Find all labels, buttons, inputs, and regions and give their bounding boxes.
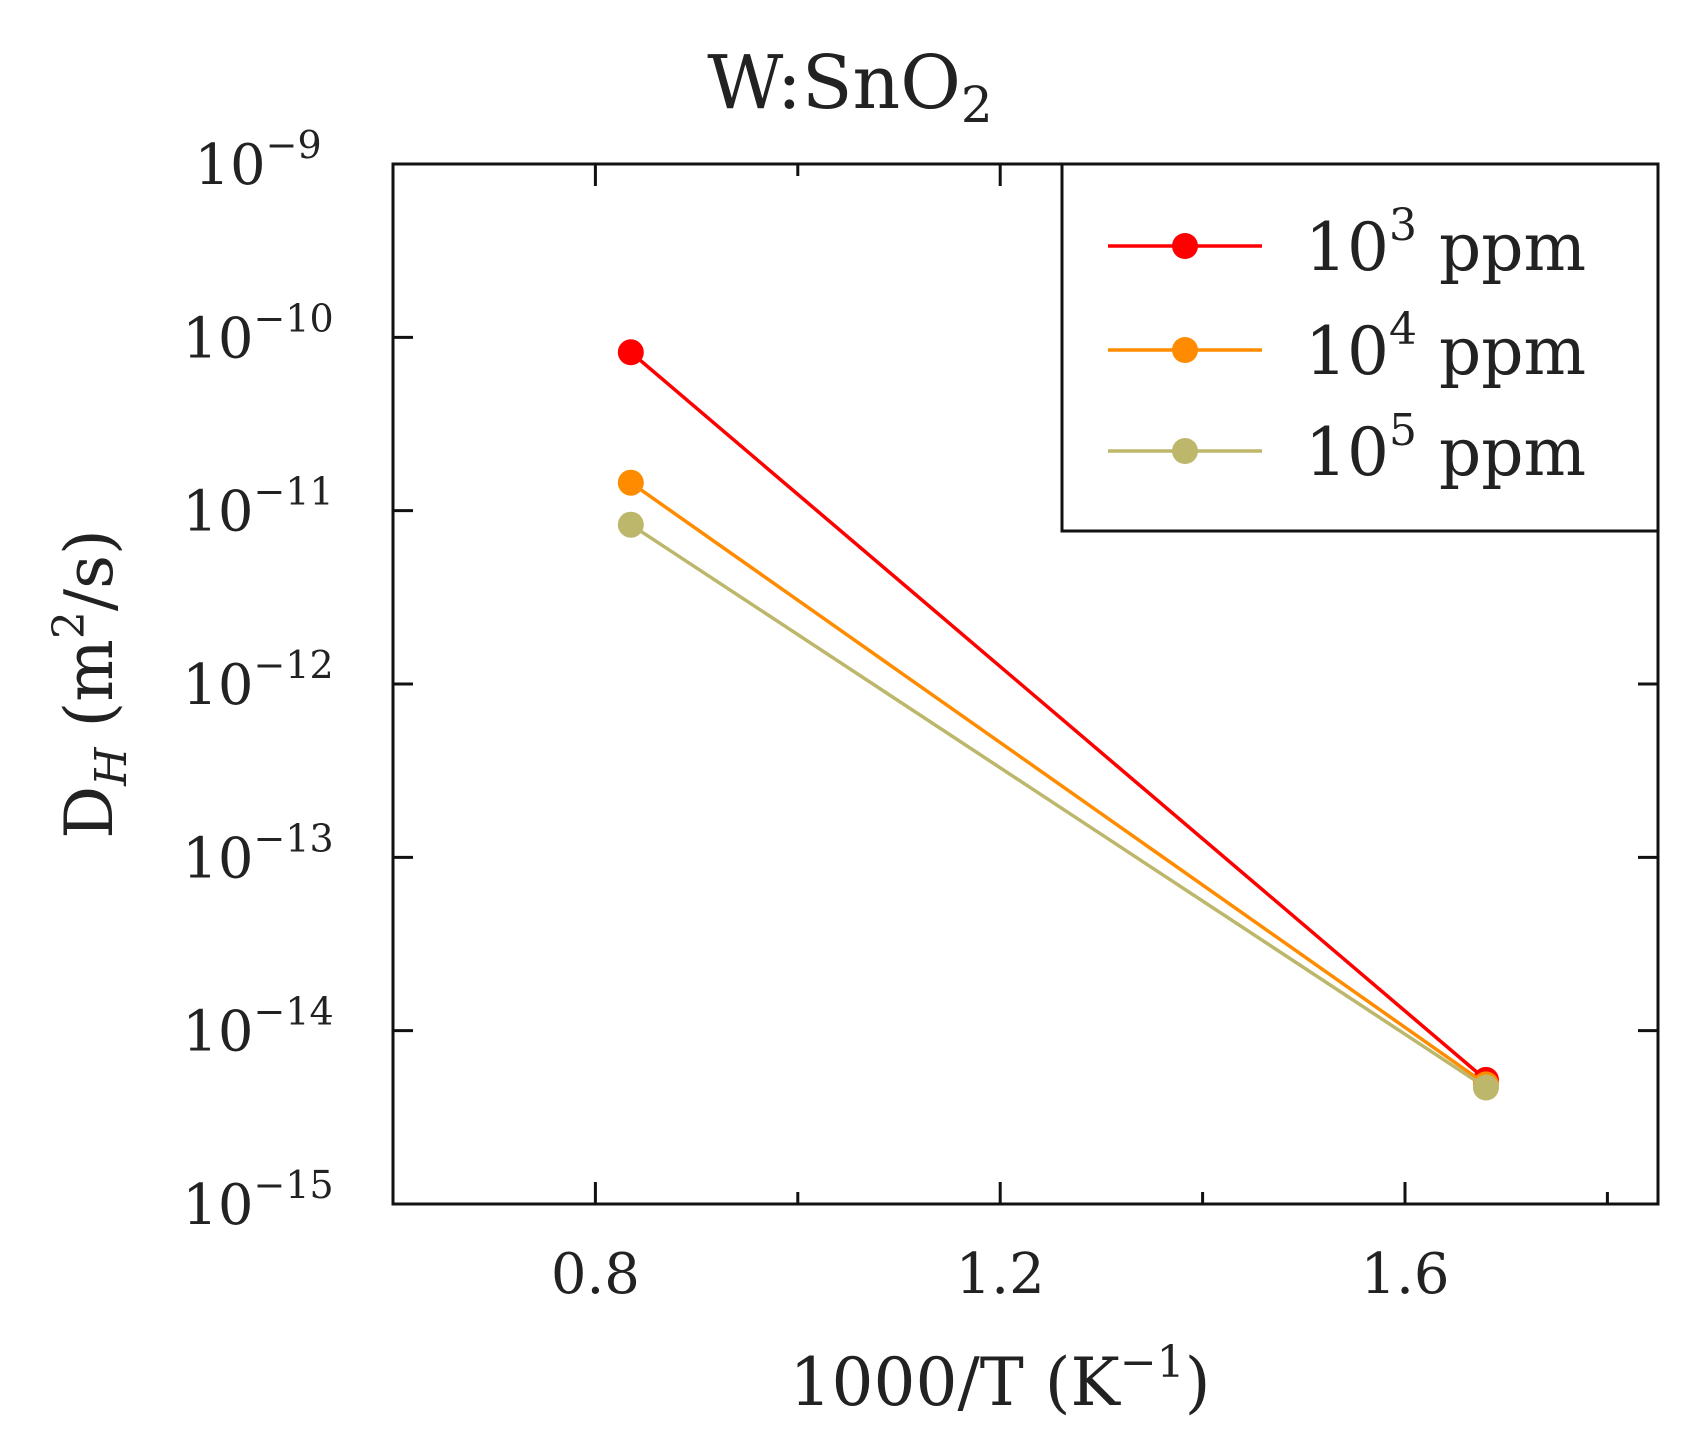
legend: 103 ppm 104 ppm 105 ppm xyxy=(1060,162,1660,533)
legend-label-1: 103 ppm xyxy=(1305,200,1586,286)
x-tick-label: 1.2 xyxy=(956,1242,1045,1307)
y-axis-label-main: D xyxy=(51,786,128,839)
y-tick-label: 10−10 xyxy=(182,296,333,371)
series-point-3 xyxy=(617,511,644,538)
series-line-3 xyxy=(629,523,1487,1089)
legend-box xyxy=(1060,162,1660,533)
series-point-3 xyxy=(1472,1074,1499,1101)
x-axis-label-main: 1000/T (K xyxy=(790,1344,1122,1421)
legend-label-2: 104 ppm xyxy=(1305,304,1586,390)
x-tick-label: 1.6 xyxy=(1360,1242,1449,1307)
legend-marker-1 xyxy=(1172,233,1198,259)
series-group xyxy=(617,339,1499,1101)
chart-title-sub: 2 xyxy=(961,76,993,134)
series-point-1 xyxy=(617,339,644,366)
y-tick-label: 10−12 xyxy=(182,643,333,718)
x-axis-label: 1000/T (K−1) xyxy=(790,1337,1211,1421)
y-tick-label: 10−9 xyxy=(194,123,321,198)
series-line-2 xyxy=(629,481,1487,1086)
x-tick-label: 0.8 xyxy=(551,1242,640,1307)
y-tick-label: 10−15 xyxy=(182,1163,333,1238)
legend-label-3: 105 ppm xyxy=(1305,405,1586,491)
chart-title-main: W:SnO xyxy=(707,40,961,126)
series-point-2 xyxy=(617,469,644,496)
x-axis-label-sup: −1 xyxy=(1120,1337,1185,1388)
y-axis-label-units-sup: 2 xyxy=(44,611,95,639)
y-tick-label: 10−11 xyxy=(182,470,333,545)
y-axis-ticks: 10−15 10−14 10−13 10−12 10−11 10−10 10−9 xyxy=(182,123,1658,1238)
y-axis-label-units-end: /s) xyxy=(51,529,128,611)
x-axis-ticks: 0.8 1.2 1.6 xyxy=(551,164,1609,1307)
y-axis-label-sub: H xyxy=(86,746,137,787)
series-line-1 xyxy=(629,350,1488,1082)
y-axis-label-units: (m xyxy=(51,639,128,727)
y-tick-label: 10−13 xyxy=(182,816,333,891)
y-axis-label: DH (m2/s) xyxy=(44,529,137,839)
legend-marker-3 xyxy=(1172,438,1198,464)
x-axis-label-end: ) xyxy=(1185,1344,1211,1421)
legend-marker-2 xyxy=(1172,337,1198,363)
y-tick-label: 10−14 xyxy=(182,990,333,1065)
chart-title: W:SnO2 xyxy=(707,40,992,134)
